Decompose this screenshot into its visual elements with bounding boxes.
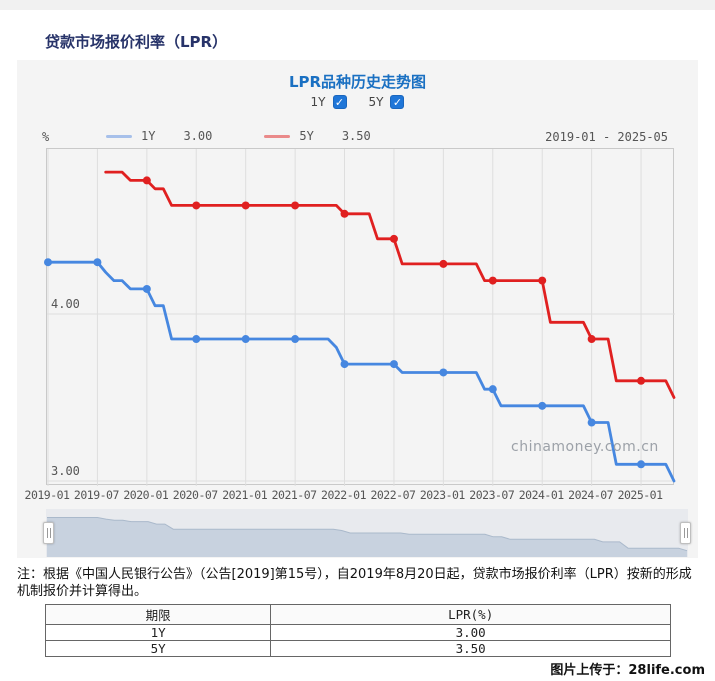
table-header-row: 期限 LPR(%) [44,604,671,625]
x-axis-tick-label: 2021-01 [222,488,268,502]
y-axis-unit-label: % [42,130,50,144]
lpr-line-chart[interactable]: 4.00 3.00 [44,148,676,486]
legend-label-5y: 5Y [299,129,314,143]
date-range-label: 2019-01 - 2025-05 [545,130,668,144]
legend-item-1y: 1Y 3.00 [106,129,212,143]
checkbox-5y-label: 5Y [368,95,384,109]
x-axis-tick-label: 2025-01 [617,488,663,502]
x-axis-tick-label: 2023-07 [469,488,515,502]
grip-icon [683,528,688,538]
chart-canvas[interactable] [44,149,676,486]
x-axis-tick-label: 2024-01 [518,488,564,502]
x-axis-tick-label: 2024-07 [568,488,614,502]
x-axis-tick-label: 2020-01 [123,488,169,502]
navigator-left-handle[interactable] [43,522,54,544]
table-header-lpr: LPR(%) [270,604,671,625]
checkbox-1y-label: 1Y [310,95,326,109]
watermark: chinamoney.com.cn [511,439,659,455]
x-axis-tick-label: 2022-01 [321,488,366,502]
image-credit: 图片上传于：28life.com [550,663,705,678]
lpr-summary-table: 期限 LPR(%) 1Y 3.00 5Y 3.50 [44,604,671,657]
legend-item-5y: 5Y 3.50 [264,129,371,143]
chart-panel [17,60,698,558]
table-row: 1Y 3.00 [44,624,671,641]
table-header-term: 期限 [44,604,272,625]
grip-icon [46,528,51,538]
x-axis-tick-label: 2022-07 [370,488,416,502]
legend: 1Y 3.00 5Y 3.50 [106,129,423,143]
table-row: 5Y 3.50 [44,640,671,657]
x-axis-tick-label: 2020-07 [172,488,218,502]
legend-swatch-1y [106,134,132,138]
footnote: 注：根据《中国人民银行公告》（公告[2019]第15号），自2019年8月20日… [17,567,692,599]
series-checkbox-row: 1Y ✓ 5Y ✓ [17,95,698,109]
page-title: 贷款市场报价利率（LPR） [45,33,228,51]
top-bar [0,0,715,10]
range-navigator[interactable] [43,509,691,557]
table-cell-value-5y: 3.50 [270,640,671,657]
checkbox-5y[interactable]: ✓ [390,95,405,109]
legend-value-1y: 3.00 [183,129,213,143]
y-axis-tick-label: 4.00 [51,297,80,311]
table-cell-term-1y: 1Y [44,624,272,641]
navigator-right-handle[interactable] [680,522,691,544]
legend-label-1y: 1Y [141,129,156,143]
legend-swatch-5y [264,134,291,138]
check-icon: ✓ [392,95,403,109]
x-axis-tick-label: 2019-01 [24,488,70,502]
x-axis-tick-label: 2021-07 [271,488,317,502]
x-axis-labels: 2019-01 2019-07 2020-01 2020-07 2021-01 2021-… [25,488,674,502]
x-axis-tick-label: 2019-07 [73,488,119,502]
checkbox-1y[interactable]: ✓ [332,95,347,109]
legend-row: % 1Y 3.00 5Y 3.50 2019-01 - 2025-05 [0,129,715,145]
check-icon: ✓ [334,95,345,109]
table-cell-value-1y: 3.00 [270,624,671,641]
navigator-minichart [47,517,688,557]
y-axis-tick-label: 3.00 [51,464,80,478]
legend-value-5y: 3.50 [341,129,371,143]
table-cell-term-5y: 5Y [44,640,272,657]
x-axis-tick-label: 2023-01 [419,488,465,502]
chart-title: LPR品种历史走势图 [288,73,427,91]
